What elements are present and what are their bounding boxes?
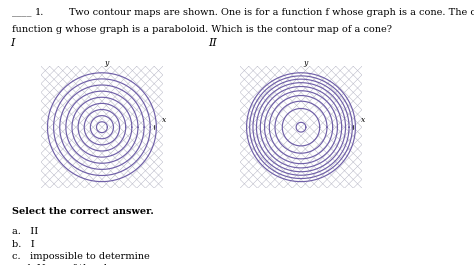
Text: x: x: [162, 116, 166, 124]
Text: y: y: [104, 59, 109, 67]
Text: y: y: [303, 59, 308, 67]
Text: d. None of the above: d. None of the above: [12, 264, 127, 265]
Text: II: II: [209, 38, 217, 48]
Text: ____: ____: [12, 8, 31, 17]
Text: Select the correct answer.: Select the correct answer.: [12, 207, 154, 216]
Text: I: I: [10, 38, 15, 48]
Text: function g whose graph is a paraboloid. Which is the contour map of a cone?: function g whose graph is a paraboloid. …: [12, 25, 392, 34]
Text: b.   I: b. I: [12, 240, 35, 249]
Text: Two contour maps are shown. One is for a function f whose graph is a cone. The o: Two contour maps are shown. One is for a…: [69, 8, 474, 17]
Text: 1.: 1.: [35, 8, 44, 17]
Text: x: x: [361, 116, 365, 124]
Text: a.   II: a. II: [12, 227, 38, 236]
Text: c.   impossible to determine: c. impossible to determine: [12, 252, 150, 261]
